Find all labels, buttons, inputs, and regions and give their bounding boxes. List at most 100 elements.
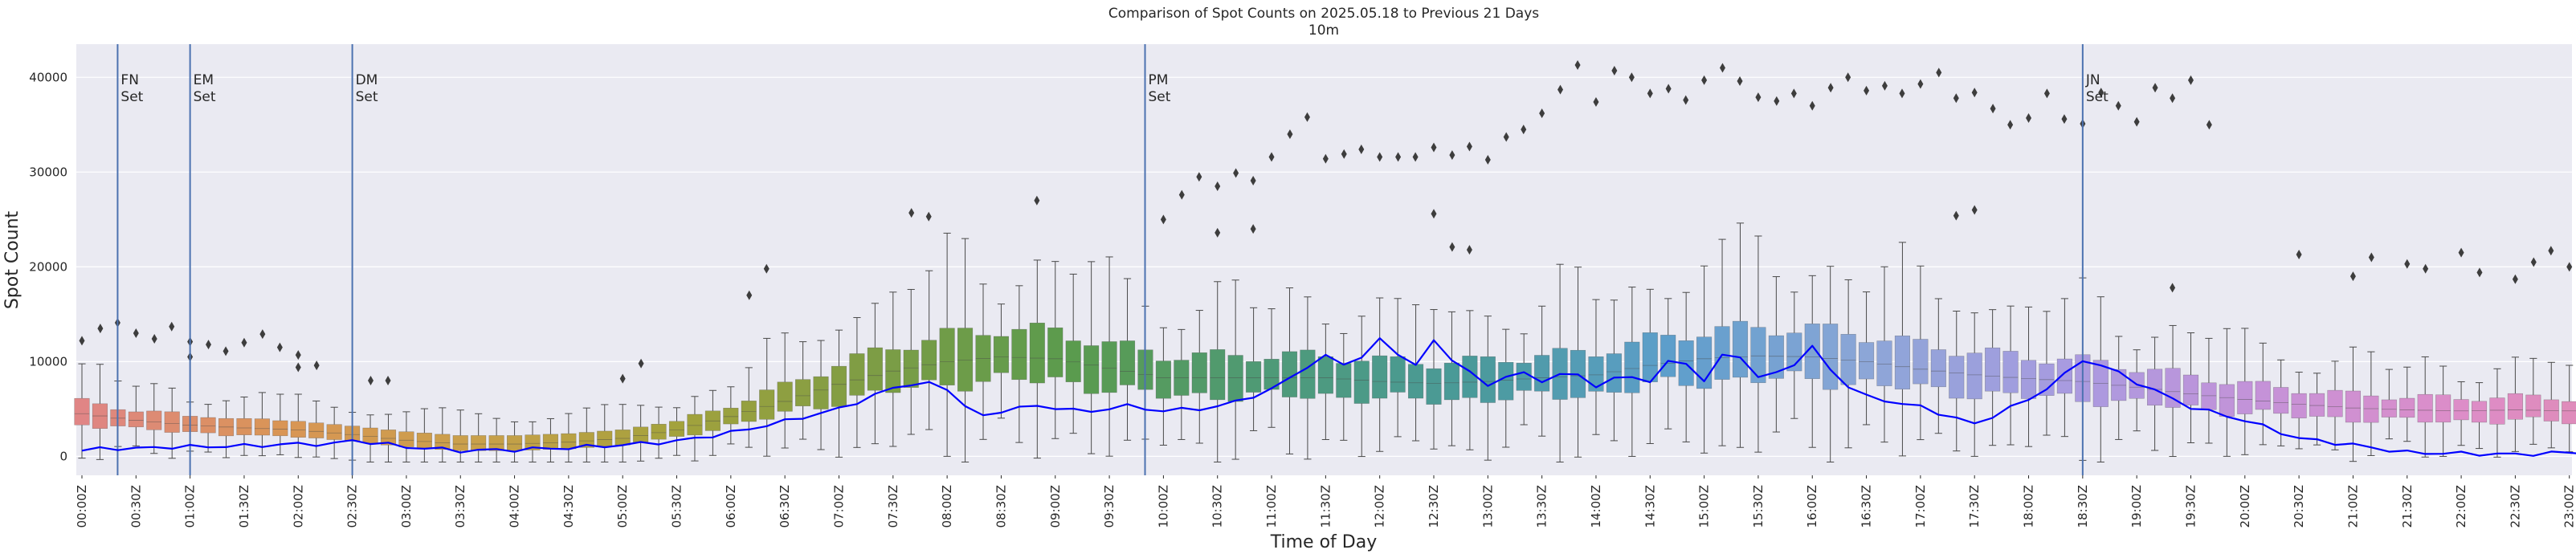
box-rect bbox=[723, 407, 739, 425]
outlier-point bbox=[1755, 92, 1762, 103]
box-group bbox=[164, 387, 180, 459]
box-group bbox=[1642, 288, 1658, 444]
outlier-point bbox=[1683, 95, 1689, 105]
box-rect bbox=[2525, 394, 2541, 417]
box-group bbox=[2092, 296, 2109, 462]
box-group bbox=[2363, 351, 2379, 456]
x-tick-label: 10:30Z bbox=[1210, 485, 1225, 528]
set-marker-label: DM bbox=[356, 72, 378, 88]
box-group bbox=[1029, 259, 1045, 459]
outlier-point bbox=[367, 375, 374, 385]
box-group bbox=[2525, 357, 2541, 445]
outlier-point bbox=[1647, 88, 1653, 99]
box-rect bbox=[561, 433, 577, 450]
outlier-point bbox=[1881, 80, 1888, 91]
box-rect bbox=[1011, 328, 1027, 381]
outlier-point bbox=[908, 208, 915, 218]
box-rect bbox=[1876, 340, 1892, 386]
set-marker-label: EM bbox=[194, 72, 214, 88]
box-rect bbox=[1660, 335, 1676, 377]
x-tick-label: 06:00Z bbox=[724, 485, 738, 528]
outlier-point bbox=[2043, 88, 2050, 99]
outlier-point bbox=[169, 321, 175, 332]
outlier-point bbox=[133, 328, 139, 338]
x-tick-label: 01:30Z bbox=[237, 485, 251, 528]
box-group bbox=[525, 421, 541, 462]
box-rect bbox=[2489, 397, 2505, 425]
box-rect bbox=[542, 434, 558, 450]
box-group bbox=[1534, 305, 1550, 437]
box-rect bbox=[1101, 341, 1117, 393]
box-group bbox=[1840, 279, 1856, 449]
box-rect bbox=[759, 389, 775, 420]
x-tick-label: 08:00Z bbox=[940, 485, 954, 528]
x-tick-label: 22:00Z bbox=[2454, 485, 2468, 528]
box-rect bbox=[993, 336, 1009, 373]
box-rect bbox=[452, 435, 468, 451]
box-rect bbox=[146, 410, 162, 430]
x-tick-label: 02:00Z bbox=[291, 485, 305, 528]
outlier-point bbox=[1304, 112, 1310, 122]
box-group bbox=[813, 340, 829, 450]
set-marker-sublabel: Set bbox=[356, 89, 378, 105]
box-group bbox=[939, 232, 955, 457]
outlier-point bbox=[1845, 72, 1851, 83]
outlier-point bbox=[1953, 210, 1959, 221]
x-tick-label: 03:00Z bbox=[399, 485, 414, 528]
box-group bbox=[1011, 285, 1027, 443]
box-rect bbox=[1949, 356, 1965, 399]
box-rect bbox=[380, 430, 397, 446]
x-tick-label: 23:00Z bbox=[2562, 485, 2576, 528]
outlier-point bbox=[2170, 93, 2176, 104]
box-rect bbox=[1930, 349, 1946, 388]
box-rect bbox=[236, 417, 252, 435]
box-rect bbox=[1750, 327, 1766, 384]
box-rect bbox=[687, 413, 703, 436]
box-group bbox=[128, 385, 144, 446]
outlier-point bbox=[1990, 104, 1996, 114]
box-rect bbox=[903, 349, 919, 388]
box-group bbox=[1859, 291, 1875, 426]
outlier-point bbox=[206, 340, 212, 350]
box-rect bbox=[867, 347, 883, 391]
outlier-point bbox=[1521, 124, 1527, 135]
box-group bbox=[831, 329, 847, 458]
x-tick-label: 07:00Z bbox=[831, 485, 846, 528]
box-rect bbox=[1336, 363, 1352, 398]
x-tick-label: 11:30Z bbox=[1318, 485, 1333, 528]
box-rect bbox=[1588, 356, 1604, 392]
outlier-point bbox=[295, 350, 301, 360]
box-rect bbox=[2435, 394, 2451, 423]
box-group bbox=[2273, 359, 2289, 446]
y-tick-label: 30000 bbox=[29, 165, 67, 179]
outlier-point bbox=[2133, 116, 2140, 127]
box-rect bbox=[1913, 339, 1929, 385]
outlier-point bbox=[2566, 262, 2573, 272]
box-group bbox=[1047, 261, 1063, 439]
x-tick-label: 05:00Z bbox=[615, 485, 630, 528]
box-group bbox=[1714, 238, 1730, 446]
box-group bbox=[2399, 366, 2415, 442]
box-group bbox=[2453, 381, 2469, 446]
box-group bbox=[687, 396, 703, 462]
box-group bbox=[542, 417, 558, 462]
box-rect bbox=[633, 426, 649, 442]
outlier-point bbox=[1539, 108, 1545, 119]
set-marker-label: PM bbox=[1149, 72, 1169, 88]
box-rect bbox=[2562, 401, 2576, 425]
x-tick-label: 18:30Z bbox=[2076, 485, 2090, 528]
box-group bbox=[1624, 287, 1640, 457]
box-group bbox=[1390, 298, 1406, 438]
box-rect bbox=[1768, 335, 1784, 379]
box-rect bbox=[1624, 341, 1640, 393]
box-rect bbox=[2471, 401, 2488, 423]
box-group bbox=[236, 396, 252, 456]
box-rect bbox=[1191, 352, 1207, 393]
box-rect bbox=[1859, 342, 1875, 380]
box-group bbox=[218, 400, 235, 458]
set-marker-label: FN bbox=[120, 72, 139, 88]
set-marker-sublabel: Set bbox=[1149, 89, 1171, 105]
box-group bbox=[326, 406, 342, 459]
set-marker-sublabel: Set bbox=[120, 89, 143, 105]
x-tick-label: 00:30Z bbox=[129, 485, 143, 528]
